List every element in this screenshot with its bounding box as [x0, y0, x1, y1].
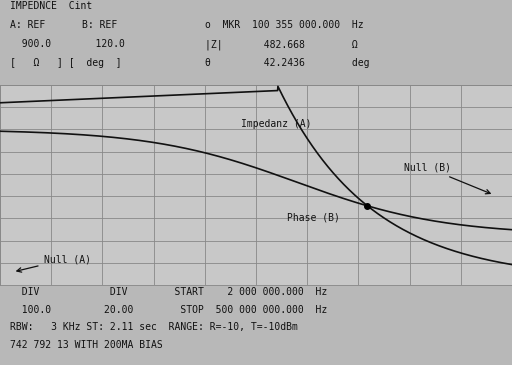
Text: IMPEDNCE  Cint: IMPEDNCE Cint [10, 1, 93, 11]
Text: Phase (B): Phase (B) [287, 213, 339, 223]
Text: Impedanz (A): Impedanz (A) [241, 119, 311, 129]
Text: B: REF: B: REF [82, 20, 117, 30]
Text: 120.0: 120.0 [72, 39, 124, 49]
Text: 100.0         20.00        STOP  500 000 000.000  Hz: 100.0 20.00 STOP 500 000 000.000 Hz [10, 305, 328, 315]
Text: A: REF: A: REF [10, 20, 46, 30]
Text: [   Ω   ] [  deg  ]: [ Ω ] [ deg ] [10, 58, 122, 68]
Text: 742 792 13 WITH 200MA BIAS: 742 792 13 WITH 200MA BIAS [10, 340, 163, 350]
Text: o  MKR  100 355 000.000  Hz: o MKR 100 355 000.000 Hz [205, 20, 364, 30]
Text: θ         42.2436        deg: θ 42.2436 deg [205, 58, 369, 68]
Text: DIV            DIV        START    2 000 000.000  Hz: DIV DIV START 2 000 000.000 Hz [10, 287, 328, 297]
Text: |Z|       482.668        Ω: |Z| 482.668 Ω [205, 39, 357, 50]
Text: 900.0: 900.0 [10, 39, 51, 49]
Text: RBW:   3 KHz ST: 2.11 sec  RANGE: R=-10, T=-10dBm: RBW: 3 KHz ST: 2.11 sec RANGE: R=-10, T=… [10, 322, 298, 333]
Text: Null (B): Null (B) [404, 163, 490, 194]
Text: Null (A): Null (A) [17, 254, 91, 272]
